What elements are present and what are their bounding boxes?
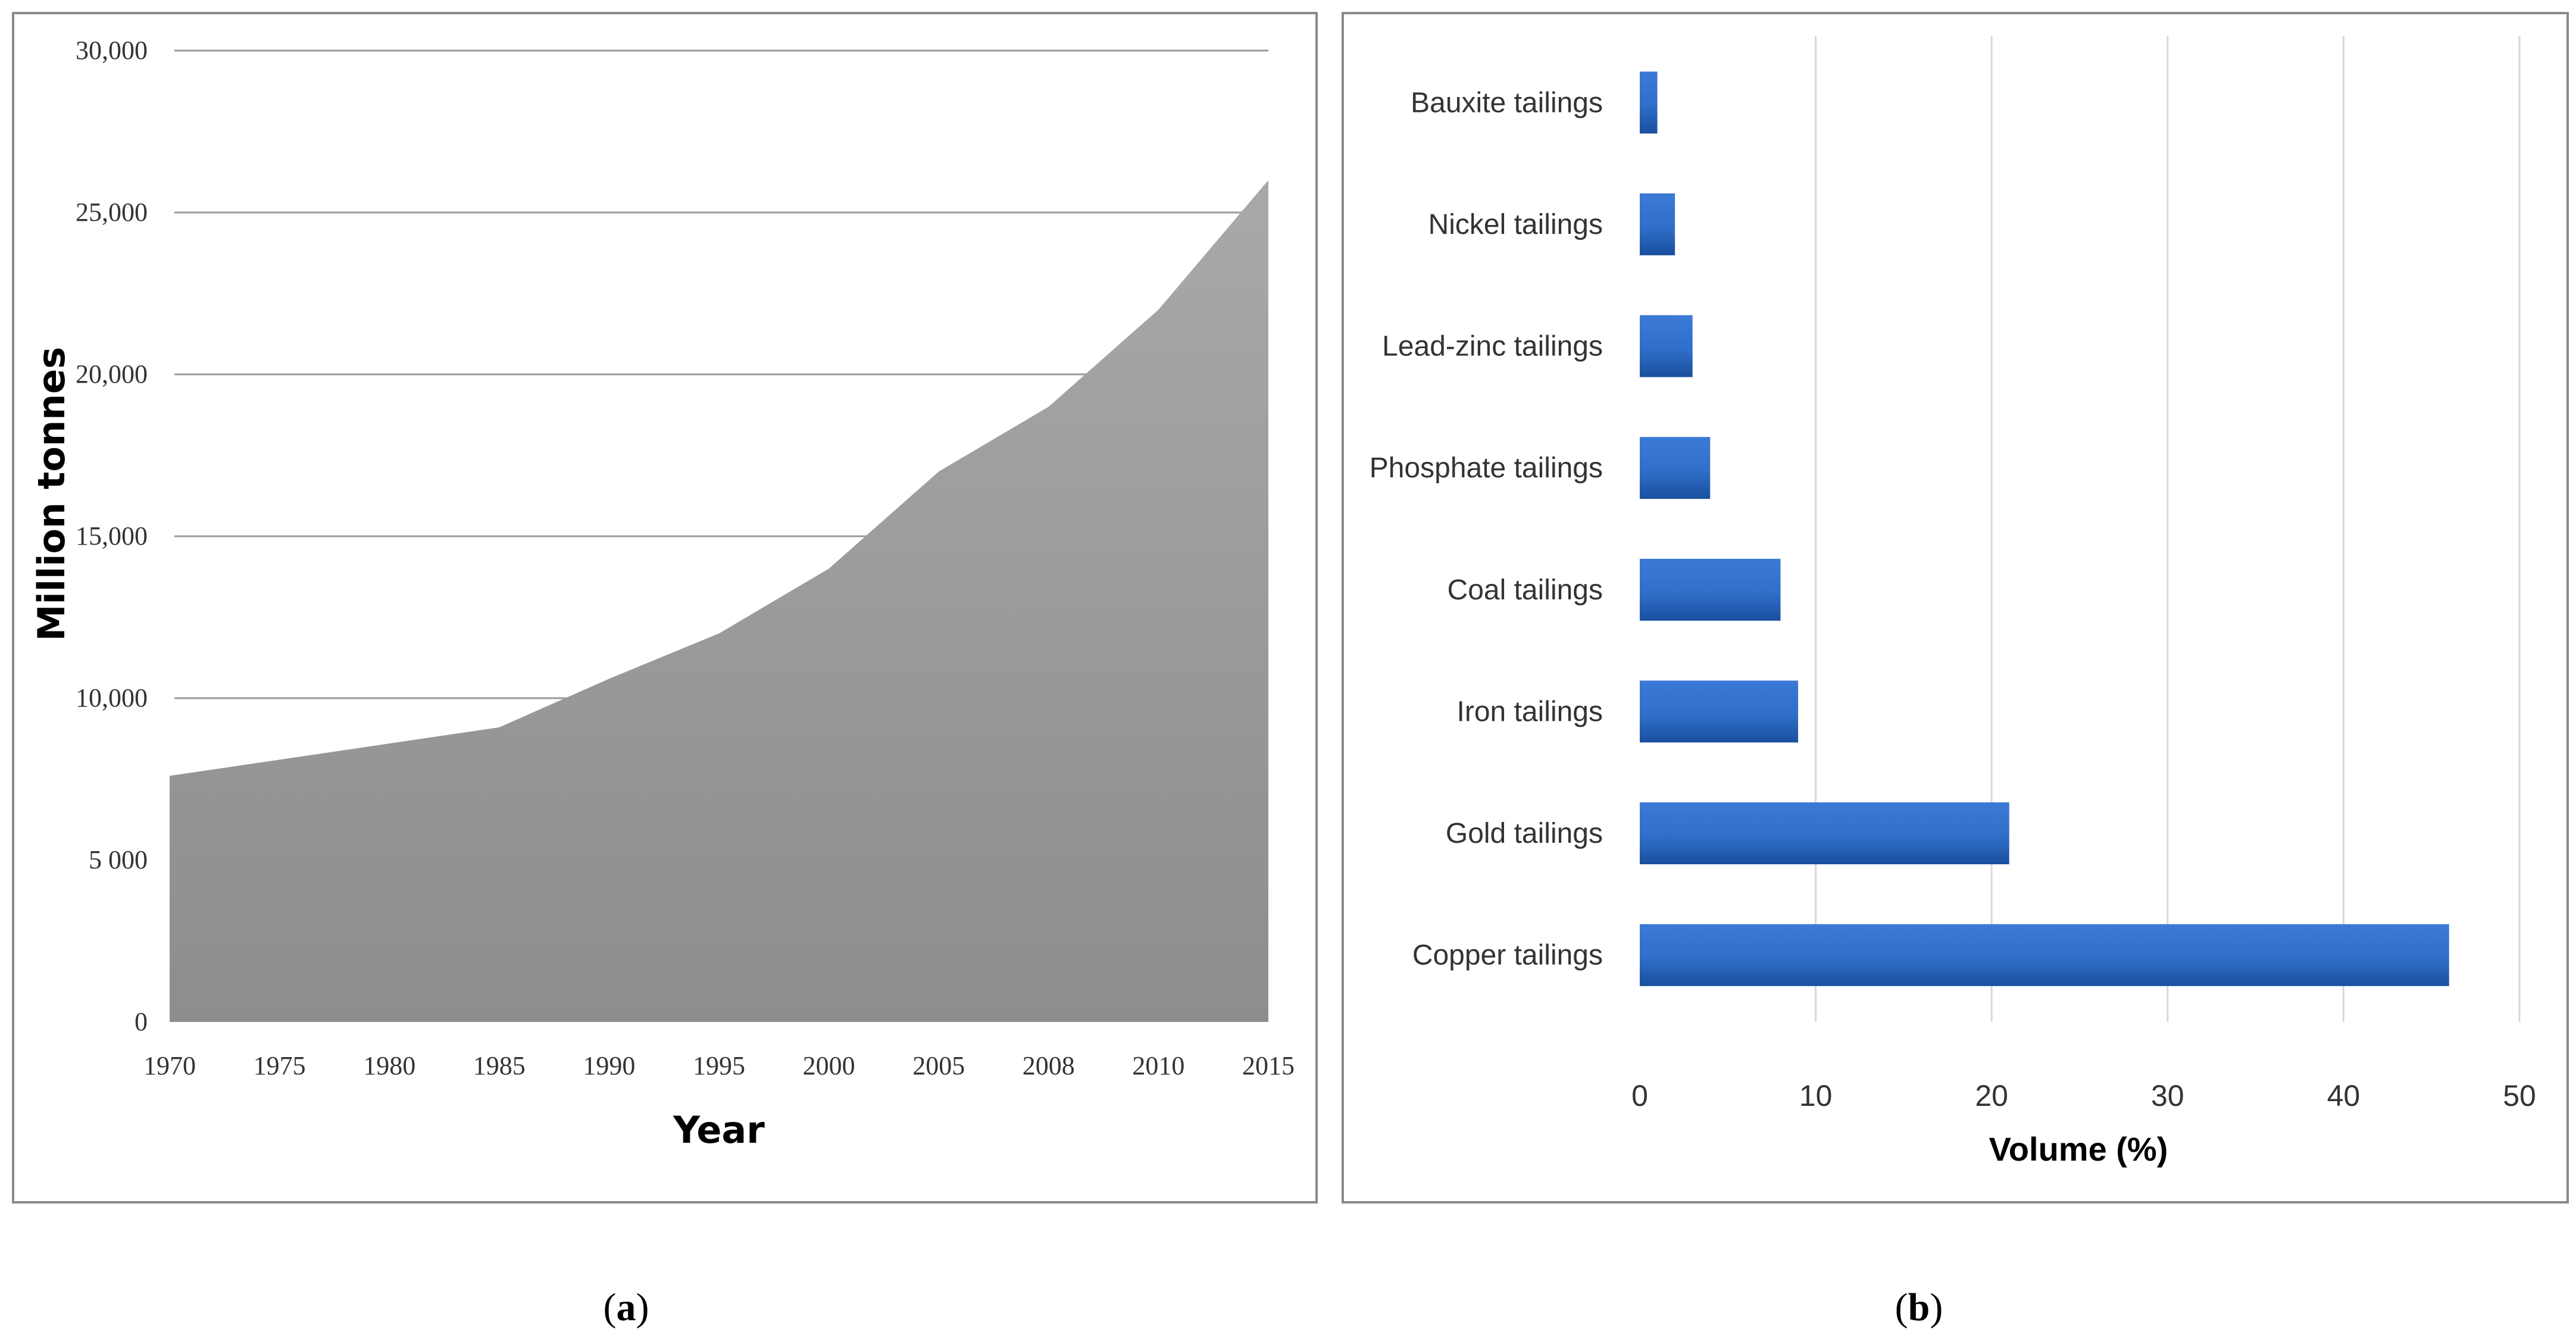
x-tick-label-b: 40 bbox=[2327, 1079, 2361, 1112]
x-tick-label: 2008 bbox=[1023, 1051, 1075, 1080]
x-tick-label-b: 20 bbox=[1975, 1079, 2008, 1112]
x-tick-label: 2005 bbox=[912, 1051, 965, 1080]
x-tick-label: 1970 bbox=[143, 1051, 196, 1080]
bar bbox=[1640, 802, 2009, 865]
bar bbox=[1640, 924, 2449, 986]
x-tick-label: 1975 bbox=[254, 1051, 306, 1080]
panel-a-x-tick-labels: 1970 1975 1980 1985 1990 1995 2000 2005 2008 2010… bbox=[143, 1051, 1295, 1080]
x-tick-label-b: 0 bbox=[1631, 1079, 1648, 1112]
x-axis-title: Year bbox=[673, 1108, 765, 1152]
caption-a-letter: a bbox=[617, 1286, 636, 1329]
category-label: Nickel tailings bbox=[1428, 209, 1603, 240]
bar bbox=[1640, 437, 1711, 499]
category-label: Lead-zinc tailings bbox=[1382, 331, 1603, 362]
x-tick-label-b: 50 bbox=[2503, 1079, 2536, 1112]
category-label: Gold tailings bbox=[1446, 818, 1603, 849]
panel-a: 0 5 000 10,000 15,000 20,000 25,000 30,000 197… bbox=[12, 12, 1318, 1203]
caption-b-letter: b bbox=[1908, 1286, 1930, 1329]
panel-b-bars bbox=[1640, 71, 2449, 986]
bar bbox=[1640, 315, 1693, 377]
x-tick-label: 2000 bbox=[803, 1051, 855, 1080]
x-tick-label: 1980 bbox=[363, 1051, 415, 1080]
y-tick-label: 15,000 bbox=[76, 521, 148, 551]
panel-b: Copper tailings Gold tailings Iron tailing… bbox=[1342, 12, 2569, 1203]
y-axis-title: Million tonnes bbox=[30, 347, 73, 642]
x-tick-label: 1985 bbox=[473, 1051, 526, 1080]
category-label: Copper tailings bbox=[1412, 940, 1603, 971]
bar bbox=[1640, 71, 1658, 134]
category-label: Bauxite tailings bbox=[1411, 87, 1603, 118]
x-axis-title-b: Volume (%) bbox=[1989, 1130, 2168, 1168]
y-tick-label: 20,000 bbox=[76, 359, 148, 389]
y-tick-label: 0 bbox=[135, 1007, 148, 1036]
x-tick-label: 1995 bbox=[693, 1051, 745, 1080]
y-tick-label: 30,000 bbox=[76, 36, 148, 65]
x-tick-label: 2015 bbox=[1242, 1051, 1295, 1080]
panel-b-x-tick-labels: 0 10 20 30 40 50 bbox=[1631, 1079, 2536, 1112]
x-tick-label: 1990 bbox=[583, 1051, 635, 1080]
category-label: Iron tailings bbox=[1457, 696, 1603, 727]
y-tick-label: 25,000 bbox=[76, 198, 148, 227]
panel-b-category-labels: Copper tailings Gold tailings Iron tailing… bbox=[1370, 87, 1603, 971]
caption-b: (b) bbox=[1895, 1286, 1943, 1329]
bar bbox=[1640, 680, 1799, 743]
x-tick-label-b: 10 bbox=[1799, 1079, 1833, 1112]
caption-a-open: ( bbox=[604, 1286, 617, 1329]
x-tick-label: 2010 bbox=[1132, 1051, 1184, 1080]
area-series bbox=[170, 180, 1268, 1023]
category-label: Coal tailings bbox=[1448, 574, 1603, 606]
panel-a-y-tick-labels: 0 5 000 10,000 15,000 20,000 25,000 30,000 bbox=[76, 36, 148, 1036]
caption-b-close: ) bbox=[1930, 1286, 1943, 1329]
x-tick-label-b: 30 bbox=[2151, 1079, 2184, 1112]
caption-a-close: ) bbox=[636, 1286, 649, 1329]
bar bbox=[1640, 558, 1781, 621]
y-tick-label: 10,000 bbox=[76, 683, 148, 712]
caption-b-open: ( bbox=[1895, 1286, 1908, 1329]
panel-b-frame bbox=[1342, 12, 2569, 1203]
category-label: Phosphate tailings bbox=[1370, 452, 1603, 484]
y-tick-label: 5 000 bbox=[89, 845, 148, 874]
caption-a: (a) bbox=[604, 1286, 649, 1329]
bar bbox=[1640, 193, 1675, 255]
